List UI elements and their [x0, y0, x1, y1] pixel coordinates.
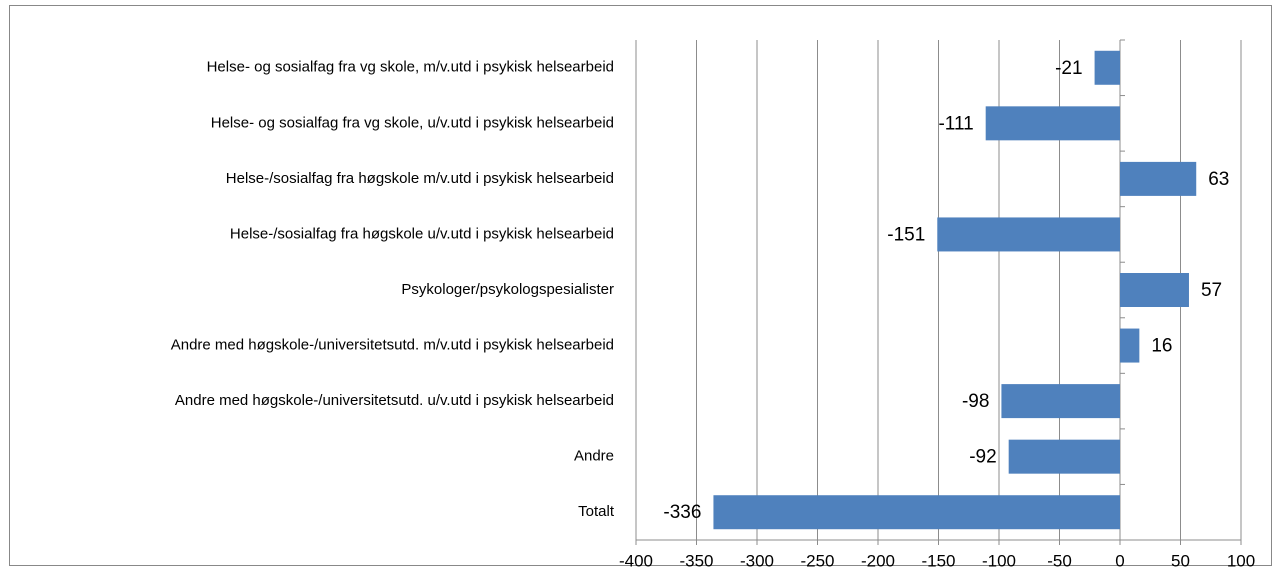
- y-tick-label: Totalt: [578, 503, 615, 520]
- bar: [1120, 328, 1140, 363]
- y-tick-label: Helse- og sosialfag fra vg skole, u/v.ut…: [211, 114, 614, 131]
- bar: [1001, 384, 1120, 419]
- value-label: -336: [663, 502, 701, 523]
- value-label: -98: [962, 391, 989, 412]
- value-label: 63: [1208, 169, 1229, 190]
- x-tick-label: 50: [1171, 551, 1190, 568]
- bar: [1008, 439, 1120, 474]
- bar: [1120, 273, 1189, 307]
- value-label: -92: [969, 447, 996, 468]
- x-tick-label: -400: [619, 551, 653, 568]
- value-label: 16: [1151, 336, 1172, 357]
- x-tick-label: 100: [1227, 551, 1255, 568]
- x-tick-label: 0: [1115, 551, 1124, 568]
- bar: [1120, 161, 1197, 196]
- y-tick-label: Helse-/sosialfag fra høgskole m/v.utd i …: [226, 170, 614, 187]
- bar: [713, 495, 1120, 530]
- chart-border: [9, 5, 1272, 566]
- y-tick-label: Helse- og sosialfag fra vg skole, m/v.ut…: [207, 59, 614, 76]
- value-label: 57: [1201, 280, 1222, 301]
- y-tick-label: Andre: [574, 448, 614, 465]
- y-tick-label: Andre med høgskole-/universitetsutd. u/v…: [175, 392, 614, 409]
- y-tick-label: Andre med høgskole-/universitetsutd. m/v…: [171, 337, 614, 354]
- x-tick-label: -50: [1047, 551, 1072, 568]
- x-tick-label: -300: [740, 551, 774, 568]
- x-tick-label: -350: [679, 551, 713, 568]
- value-label: -21: [1055, 58, 1082, 79]
- x-tick-label: -200: [861, 551, 895, 568]
- y-tick-label: Helse-/sosialfag fra høgskole u/v.utd i …: [230, 225, 614, 242]
- value-label: -151: [887, 224, 925, 245]
- x-tick-label: -150: [921, 551, 955, 568]
- x-tick-label: -100: [982, 551, 1016, 568]
- bar: [985, 106, 1120, 141]
- bar: [1094, 50, 1120, 85]
- y-tick-label: Psykologer/psykologspesialister: [401, 281, 614, 298]
- bar: [937, 217, 1120, 252]
- x-tick-label: -250: [800, 551, 834, 568]
- value-label: -111: [938, 113, 973, 134]
